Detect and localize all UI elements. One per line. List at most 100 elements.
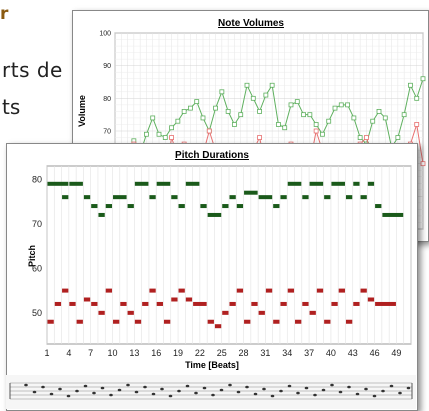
data-point: [294, 99, 300, 104]
note-bar: [200, 204, 207, 209]
data-point: [282, 125, 288, 131]
y-tick-label: 80: [32, 174, 42, 184]
note-bar: [127, 310, 134, 315]
data-point: [269, 82, 275, 88]
note-bar: [207, 212, 222, 217]
note-bar: [98, 310, 105, 315]
x-tick-label: 31: [260, 348, 270, 358]
note-bar: [178, 204, 185, 209]
note-head: [143, 385, 147, 389]
x-tick-label: 16: [151, 348, 161, 358]
note-bar: [83, 195, 91, 200]
note-head: [211, 393, 215, 397]
data-point: [181, 109, 187, 114]
note-head: [24, 383, 28, 387]
note-bar: [222, 310, 229, 315]
note-bar: [127, 204, 134, 209]
note-bar: [229, 195, 236, 200]
note-bar: [302, 301, 309, 306]
data-point: [345, 102, 350, 108]
note-head: [338, 390, 343, 394]
data-point: [156, 131, 162, 137]
note-bar: [360, 195, 367, 200]
note-bar: [185, 297, 193, 302]
data-point: [370, 118, 376, 124]
note-bar: [134, 319, 142, 324]
background-heading-fragment: r: [0, 4, 9, 24]
data-point: [288, 102, 294, 108]
note-bar: [324, 319, 331, 324]
note-head: [126, 383, 130, 387]
y-tick-label: 100: [99, 31, 111, 38]
note-bar: [280, 195, 287, 200]
note-bar: [91, 301, 98, 306]
note-bar: [163, 319, 171, 324]
note-head: [117, 388, 122, 392]
note-head: [32, 390, 37, 394]
x-tick-label: 28: [239, 348, 249, 358]
data-point: [257, 135, 262, 140]
note-bar: [367, 181, 375, 186]
note-bar: [62, 288, 69, 293]
x-tick-label: 34: [282, 348, 292, 358]
note-bar: [236, 204, 244, 209]
data-point: [150, 115, 156, 121]
note-bar: [98, 212, 105, 217]
note-bar: [382, 212, 404, 217]
note-head: [389, 384, 394, 388]
note-bar: [375, 301, 396, 306]
note-head: [219, 388, 224, 392]
y-axis-label: Pitch: [27, 245, 37, 267]
note-bar: [178, 288, 185, 293]
note-head: [134, 390, 139, 394]
y-tick-label: 70: [103, 129, 111, 136]
note-bar: [244, 319, 251, 324]
data-point: [357, 135, 363, 140]
note-bar: [360, 288, 367, 293]
note-head: [160, 387, 164, 391]
note-bar: [156, 301, 163, 306]
data-point: [276, 122, 281, 127]
note-head: [262, 387, 266, 391]
x-tick-label: 4: [66, 348, 71, 358]
note-head: [253, 392, 258, 396]
chart-title: Note Volumes: [218, 18, 284, 29]
y-tick-label: 80: [103, 96, 111, 103]
data-point: [364, 135, 369, 140]
data-point: [169, 125, 174, 131]
note-bar: [302, 195, 309, 200]
note-bar: [280, 301, 287, 306]
note-head: [313, 393, 317, 397]
data-point: [376, 109, 382, 114]
note-head: [406, 386, 411, 390]
x-tick-label: 49: [391, 348, 401, 358]
note-bar: [258, 310, 265, 315]
data-point: [250, 95, 256, 101]
y-tick-label: 50: [32, 308, 42, 318]
note-bar: [193, 301, 207, 306]
note-bar: [367, 297, 375, 302]
note-head: [330, 383, 334, 387]
note-bar: [105, 288, 113, 293]
data-point: [420, 76, 426, 82]
data-point: [313, 128, 319, 134]
y-axis-label: Volume: [77, 95, 87, 127]
data-point: [338, 102, 344, 108]
note-bar: [207, 319, 214, 324]
note-bar: [47, 319, 54, 324]
data-point: [351, 115, 357, 121]
note-head: [49, 392, 54, 396]
data-point: [238, 112, 244, 118]
data-point: [244, 82, 250, 88]
note-head: [228, 383, 232, 387]
background-text-line-2: ts: [2, 95, 21, 119]
x-tick-label: 10: [108, 348, 118, 358]
data-point: [219, 89, 225, 95]
staff-lines: [9, 382, 413, 400]
data-point: [213, 105, 218, 111]
note-bar: [345, 195, 353, 200]
data-point: [206, 128, 212, 134]
note-head: [194, 391, 198, 395]
note-bar: [236, 288, 244, 293]
x-tick-label: 43: [348, 348, 358, 358]
